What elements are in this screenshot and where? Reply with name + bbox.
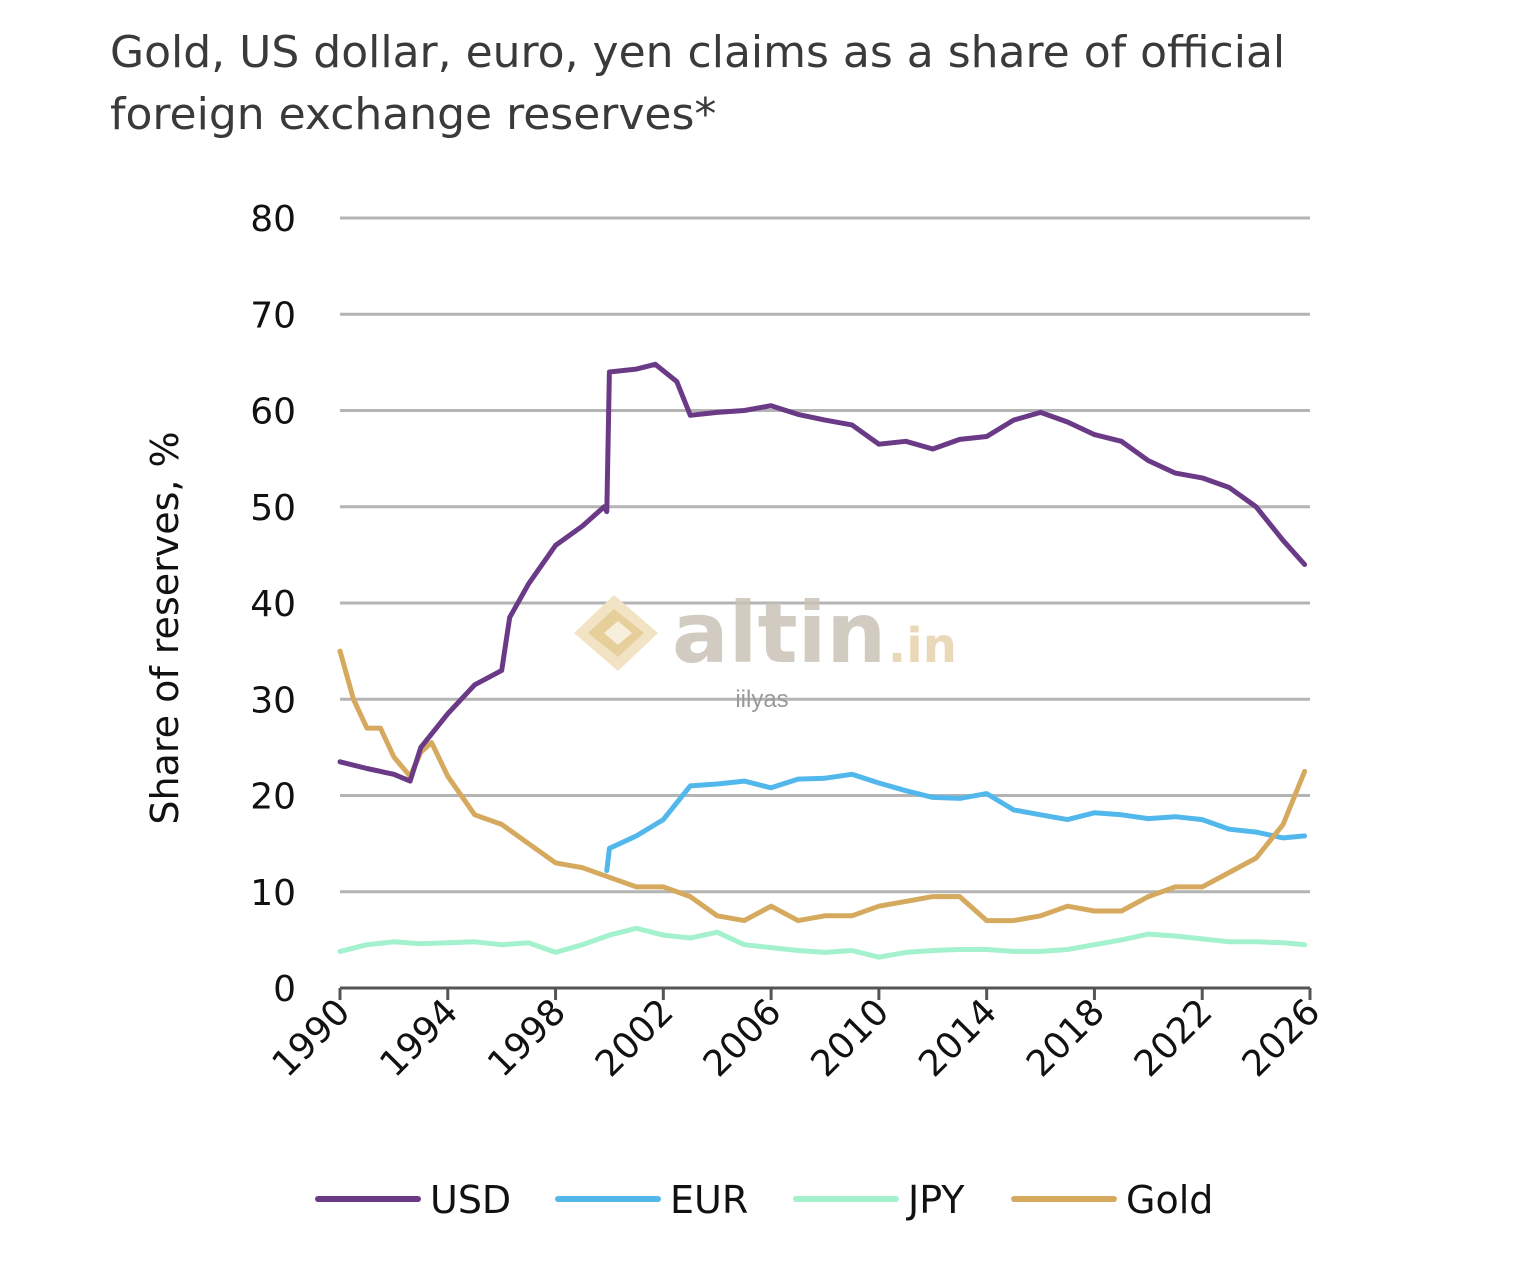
y-tick-label: 20 (250, 777, 296, 818)
y-tick-label: 80 (250, 199, 296, 240)
y-axis-title: Share of reserves, % (143, 431, 187, 824)
legend-label: EUR (670, 1178, 748, 1222)
legend-label: USD (430, 1178, 511, 1222)
y-tick-label: 0 (273, 969, 296, 1010)
series-line-eur (604, 771, 1308, 874)
x-tick-label: 1998 (480, 991, 574, 1085)
y-tick-label: 10 (250, 873, 296, 914)
legend: USD EUR JPY Gold (315, 1178, 1213, 1222)
x-tick-label: 2006 (696, 991, 790, 1085)
x-tick-label: 2010 (803, 991, 897, 1085)
series-line-jpy (337, 925, 1308, 960)
legend-item-gold: Gold (1011, 1178, 1213, 1222)
y-tick-label: 70 (250, 295, 296, 336)
x-tick-label: 2014 (911, 991, 1005, 1085)
series-line-usd (337, 361, 1308, 784)
gridlines (340, 216, 1310, 894)
y-tick-label: 40 (250, 584, 296, 625)
series-line-gold (337, 648, 1308, 924)
y-tick-label: 50 (250, 488, 296, 529)
x-tick-label: 2002 (588, 991, 682, 1085)
watermark-brand: altin (672, 584, 886, 682)
watermark-logo-icon (574, 595, 658, 671)
y-tick-label: 30 (250, 680, 296, 721)
chart-title: Gold, US dollar, euro, yen claims as a s… (110, 27, 1286, 140)
x-tick-label: 1994 (372, 991, 466, 1085)
series-lines (337, 361, 1308, 960)
watermark-suffix: .in (888, 618, 957, 674)
legend-label: JPY (906, 1178, 965, 1222)
x-tick-label: 2018 (1019, 991, 1113, 1085)
legend-label: Gold (1126, 1178, 1213, 1222)
y-axis: 0 10 20 30 40 50 60 70 80 (250, 199, 296, 1010)
x-tick-label: 2026 (1235, 991, 1329, 1085)
y-tick-label: 60 (250, 392, 296, 433)
x-tick-label: 2022 (1127, 991, 1221, 1085)
legend-item-eur: EUR (555, 1178, 748, 1222)
x-axis: 1990 1994 1998 2002 2006 2010 2014 2018 2022 2026 (265, 986, 1329, 1085)
watermark-author: iilyas (735, 686, 788, 713)
legend-item-usd: USD (315, 1178, 511, 1222)
watermark: altin .in iilyas (574, 584, 957, 713)
legend-item-jpy: JPY (793, 1178, 965, 1222)
